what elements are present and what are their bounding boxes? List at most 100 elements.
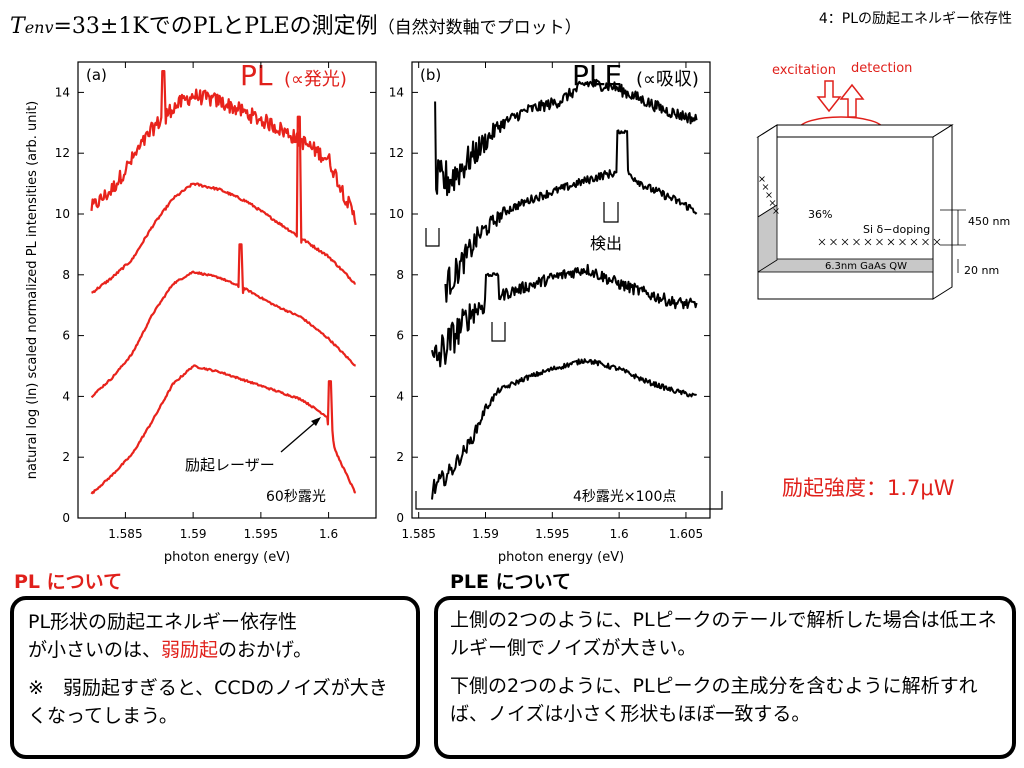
series-line-4 xyxy=(90,364,357,495)
series-line-4 xyxy=(431,358,697,500)
panel-a-series xyxy=(90,70,357,495)
laser-arrow-line xyxy=(280,419,319,453)
dim-450-label: 450 nm xyxy=(968,215,1010,228)
panel-b-series xyxy=(431,78,698,500)
pl-line1-c: のおかげ。 xyxy=(218,639,313,661)
sample-side xyxy=(932,124,953,300)
x-tick-label: 1.6 xyxy=(319,527,338,541)
quantum-well-label: 6.3nm GaAs QW xyxy=(825,261,907,272)
detection-window-3 xyxy=(491,322,506,342)
x-tick-label: 1.595 xyxy=(535,527,569,541)
panel-a-label: (a) xyxy=(86,66,107,84)
y-tick-label: 0 xyxy=(62,511,70,525)
y-axis-label: natural log (ln) scaled normalized PL in… xyxy=(25,101,40,479)
doping-label: Si δ−doping xyxy=(863,223,930,236)
x-tick-label: 1.59 xyxy=(180,527,207,541)
excitation-power: 励起強度：1.7μW xyxy=(782,476,955,500)
series-line-1 xyxy=(434,78,698,197)
doping-cross xyxy=(830,238,837,246)
doping-cross xyxy=(876,238,883,246)
weak-excitation-highlight: 弱励起 xyxy=(161,639,219,661)
x-tick-label: 1.585 xyxy=(108,527,142,541)
series-line-2 xyxy=(444,129,698,303)
doping-cross xyxy=(922,238,929,246)
dim-20-label: 20 nm xyxy=(964,264,999,277)
sample-diagram: excitation detection 36% Si δ−doping 6.3… xyxy=(756,61,1010,300)
panel-a-frame xyxy=(77,61,377,519)
pl-paragraph-2: ※ 弱励起すぎると、CCDのノイズが大きくなってしまう。 xyxy=(28,677,388,727)
panel-a-x-axis-label: photon energy (eV) xyxy=(164,550,290,565)
doping-cross xyxy=(769,200,776,206)
panel-b: (b) PLE (∝吸収) photon energy (eV) 検出 4秒露光… xyxy=(389,59,723,565)
panel-b-big-label-paren: (∝吸収) xyxy=(636,69,699,90)
detect-annotation: 検出 xyxy=(590,234,622,253)
panel-a-big-label: PL xyxy=(240,59,273,92)
doping-cross xyxy=(766,192,772,198)
y-tick-label: 12 xyxy=(389,146,404,160)
panel-a-big-label-paren: (∝発光) xyxy=(284,69,347,90)
aluminum-fraction: 36% xyxy=(808,208,832,221)
x-tick-label: 1.59 xyxy=(472,527,499,541)
doping-cross xyxy=(853,238,860,246)
ple-explanation-box: 上側の2つのように、PLピークのテールで解析した場合は低エネルギー側でノイズが大… xyxy=(434,596,1016,759)
y-tick-label: 10 xyxy=(389,207,404,221)
y-tick-label: 6 xyxy=(396,329,404,343)
page-title: Tenv=33±1KでのPLとPLEの測定例（自然対数軸でプロット） xyxy=(10,8,582,40)
pl-line1-b: が小さいのは、 xyxy=(28,639,162,661)
panel-b-x-axis-label: photon energy (eV) xyxy=(498,550,624,565)
ple-paragraph-1: 上側の2つのように、PLピークのテールで解析した場合は低エネルギー側でノイズが大… xyxy=(450,609,997,659)
detection-window-2 xyxy=(603,202,619,223)
quantum-well-edge xyxy=(757,204,778,273)
y-tick-label: 2 xyxy=(62,450,70,464)
panel-a: (a) PL (∝発光) natural log (ln) scaled nor… xyxy=(25,59,377,565)
detection-arrow xyxy=(839,83,865,118)
y-tick-label: 14 xyxy=(389,85,404,99)
doping-crosses xyxy=(759,176,941,246)
panel-b-frame xyxy=(411,61,711,519)
pl-explanation-box: PL形状の励起エネルギー依存性 が小さいのは、弱励起のおかげ。 ※ 弱励起すぎると… xyxy=(10,596,420,759)
doping-cross xyxy=(759,176,765,182)
doping-cross xyxy=(933,238,941,246)
doping-cross xyxy=(887,238,895,246)
panel-b-axes: 1.585 1.59 1.595 1.6 1.605 0 2 4 6 8 10 12 14 xyxy=(389,62,710,541)
pl-paragraph-1: PL形状の励起エネルギー依存性 が小さいのは、弱励起のおかげ。 xyxy=(28,608,402,664)
y-tick-label: 14 xyxy=(55,85,70,99)
ple-section-heading: PLE について xyxy=(450,571,572,593)
x-tick-label: 1.605 xyxy=(669,527,703,541)
section-label: 4：PLの励起エネルギー依存性 xyxy=(818,11,1012,27)
detection-label: detection xyxy=(851,61,912,76)
excitation-label: excitation xyxy=(772,63,836,78)
y-tick-label: 2 xyxy=(396,450,404,464)
y-tick-label: 8 xyxy=(62,268,70,282)
y-tick-label: 10 xyxy=(55,207,70,221)
y-tick-label: 8 xyxy=(396,268,404,282)
series-line-1 xyxy=(90,70,357,226)
x-tick-label: 1.585 xyxy=(402,527,436,541)
series-line-2 xyxy=(91,115,356,294)
doping-cross xyxy=(762,184,769,190)
sample-front xyxy=(757,136,934,300)
doping-cross xyxy=(864,238,872,246)
doping-cross xyxy=(899,238,906,246)
doping-cross xyxy=(841,238,849,246)
doping-cross xyxy=(773,208,779,214)
panel-a-exposure: 60秒露光 xyxy=(266,489,326,505)
title-main: =33±1KでのPLとPLEの測定例 xyxy=(53,14,378,39)
series-line-3 xyxy=(431,263,698,368)
detection-window-1 xyxy=(425,228,440,247)
x-tick-label: 1.595 xyxy=(244,527,278,541)
pl-line1-a: PL形状の励起エネルギー依存性 xyxy=(28,611,298,633)
pl-section-heading: PL について xyxy=(14,571,123,593)
series-line-3 xyxy=(90,243,356,399)
y-tick-label: 0 xyxy=(396,511,404,525)
y-tick-label: 4 xyxy=(396,389,404,403)
y-tick-label: 4 xyxy=(62,389,70,403)
excitation-arrow xyxy=(816,80,842,113)
doping-cross xyxy=(910,238,918,246)
title-note: （自然対数軸でプロット） xyxy=(377,18,582,38)
ple-paragraph-2: 下側の2つのように、PLピークの主成分を含むように解析すれば、ノイズは小さく形状… xyxy=(450,675,978,725)
panel-a-axes: 1.585 1.59 1.595 1.6 0 2 4 6 8 10 12 14 xyxy=(55,62,376,541)
sample-top xyxy=(756,124,954,138)
detection-window-4 xyxy=(415,491,723,510)
